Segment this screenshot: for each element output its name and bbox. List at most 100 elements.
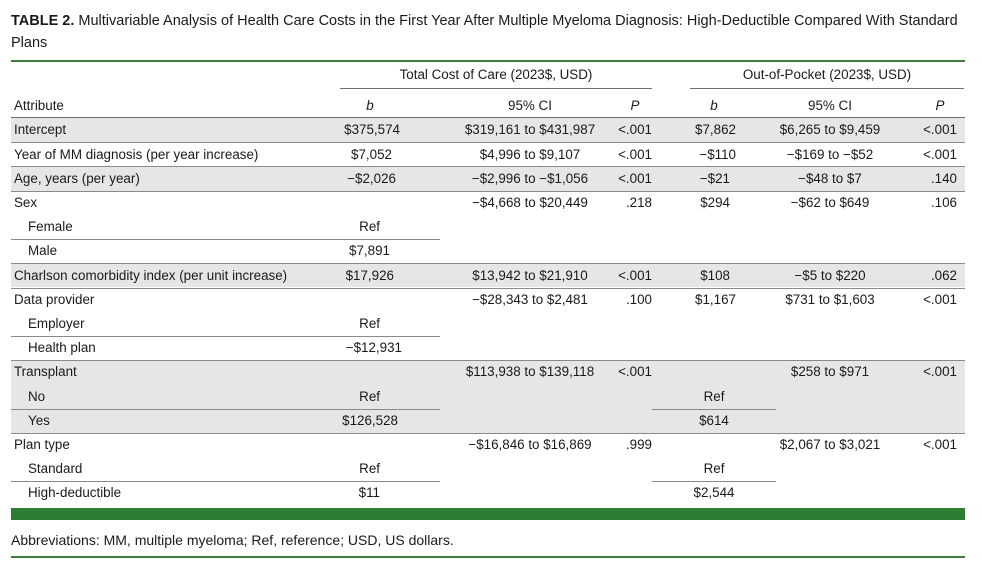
row-divider [11, 481, 440, 482]
cell-b-oop: −$110 [699, 147, 736, 162]
cell-b-total: Ref [359, 316, 380, 331]
table-title: TABLE 2. Multivariable Analysis of Healt… [11, 10, 971, 54]
cell-p-total: <.001 [618, 268, 652, 283]
header-ci-oop: 95% CI [808, 98, 852, 113]
header-b-total: b [366, 98, 374, 113]
row-attribute: Standard [28, 461, 83, 476]
cell-ci-total: $4,996 to $9,107 [479, 147, 581, 162]
row-attribute: Health plan [28, 340, 96, 355]
group-header-out-of-pocket: Out-of-Pocket (2023$, USD) [742, 67, 912, 82]
table-caption: Multivariable Analysis of Health Care Co… [11, 13, 958, 51]
table-bottom-bar [11, 508, 965, 520]
row-attribute: Intercept [14, 122, 67, 137]
row-attribute: Male [28, 243, 58, 258]
cell-b-oop: $1,167 [695, 292, 736, 307]
cell-b-total: Ref [359, 389, 380, 404]
cell-ci-total: −$28,343 to $2,481 [472, 292, 588, 307]
cell-ci-total: −$2,996 to −$1,056 [471, 171, 589, 186]
row-divider [11, 239, 440, 240]
cell-b-oop: Ref [703, 389, 725, 404]
cell-p-oop: .140 [930, 171, 957, 186]
cell-b-oop: $614 [699, 413, 729, 428]
cell-b-oop: $7,862 [695, 122, 736, 137]
cell-ci-oop: $2,067 to $3,021 [779, 437, 881, 452]
header-b-oop: b [710, 98, 718, 113]
cell-b-oop: Ref [703, 461, 725, 476]
header-attribute: Attribute [14, 98, 64, 113]
header-p-total: P [630, 98, 640, 113]
table-footnote: Abbreviations: MM, multiple myeloma; Ref… [11, 532, 454, 548]
cell-p-oop: <.001 [923, 147, 957, 162]
cell-p-total: <.001 [618, 364, 652, 379]
row-attribute: Data provider [14, 292, 95, 307]
cell-b-total: $11 [358, 485, 380, 500]
cell-p-oop: <.001 [923, 292, 957, 307]
cell-p-total: .100 [625, 292, 652, 307]
row-divider [11, 288, 965, 289]
row-band [11, 167, 965, 191]
cell-ci-total: −$16,846 to $16,869 [468, 437, 592, 452]
row-band [11, 118, 965, 142]
cell-ci-oop: −$48 to $7 [798, 171, 862, 186]
group-header-total-cost: Total Cost of Care (2023$, USD) [399, 67, 593, 82]
cell-ci-oop: $731 to $1,603 [785, 292, 875, 307]
cell-b-total: $17,926 [345, 268, 394, 283]
row-divider [11, 166, 965, 167]
cell-p-oop: <.001 [923, 364, 957, 379]
cell-p-oop: <.001 [923, 122, 957, 137]
row-divider [652, 409, 776, 410]
cell-p-total: <.001 [618, 171, 652, 186]
cell-b-oop: $2,544 [693, 485, 735, 500]
cell-p-total: .218 [625, 195, 652, 210]
row-attribute: Charlson comorbidity index (per unit inc… [14, 268, 288, 283]
row-band [11, 263, 965, 287]
row-attribute: High-deductible [28, 485, 122, 500]
header-rule [11, 117, 965, 118]
row-attribute: Employer [28, 316, 85, 331]
cell-ci-total: −$4,668 to $20,449 [472, 195, 588, 210]
cell-ci-oop: −$62 to $649 [790, 195, 870, 210]
group-underline-total [340, 88, 652, 89]
header-p-oop: P [935, 98, 945, 113]
cell-b-oop: −$21 [699, 171, 730, 186]
cell-b-oop: $108 [700, 268, 730, 283]
cell-b-total: −$2,026 [347, 171, 396, 186]
row-attribute: Plan type [14, 437, 70, 452]
row-divider [11, 409, 440, 410]
row-attribute: Female [28, 219, 73, 234]
cell-p-total: <.001 [618, 122, 652, 137]
cell-ci-oop: $6,265 to $9,459 [779, 122, 881, 137]
cell-b-total: $126,528 [342, 413, 398, 428]
row-divider [11, 336, 440, 337]
header-ci-total: 95% CI [508, 98, 552, 113]
cell-b-total: $375,574 [344, 122, 400, 137]
table-label: TABLE 2. [11, 13, 75, 29]
cell-ci-oop: −$5 to $220 [794, 268, 866, 283]
cell-ci-total: $113,938 to $139,118 [465, 364, 595, 379]
row-attribute: Sex [14, 195, 38, 210]
row-attribute: No [28, 389, 46, 404]
cell-b-oop: $294 [700, 195, 730, 210]
cell-p-oop: .062 [930, 268, 957, 283]
cell-p-oop: .106 [930, 195, 957, 210]
cell-p-oop: <.001 [923, 437, 957, 452]
top-rule [11, 60, 965, 62]
row-band [11, 360, 965, 433]
bottom-rule [11, 556, 965, 558]
cell-b-total: $7,891 [349, 243, 390, 258]
cell-b-total: $7,052 [351, 147, 392, 162]
cell-p-total: .999 [625, 437, 652, 452]
cell-ci-total: $13,942 to $21,910 [472, 268, 588, 283]
row-divider [11, 360, 965, 361]
row-divider [11, 263, 965, 264]
group-underline-oop [690, 88, 964, 89]
row-divider [11, 191, 965, 192]
row-attribute: Year of MM diagnosis (per year increase) [14, 147, 259, 162]
row-divider [11, 142, 965, 143]
row-attribute: Transplant [14, 364, 77, 379]
row-divider [652, 481, 776, 482]
row-divider [11, 433, 965, 434]
cell-ci-total: $319,161 to $431,987 [464, 122, 596, 137]
cell-ci-oop: $258 to $971 [790, 364, 870, 379]
cell-p-total: <.001 [618, 147, 652, 162]
